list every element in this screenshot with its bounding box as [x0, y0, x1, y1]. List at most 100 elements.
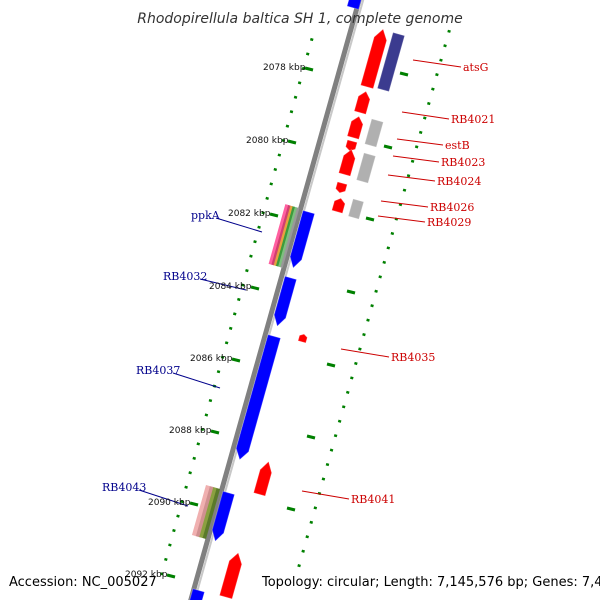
cds-ppkA-stripe — [268, 204, 289, 265]
track-tick — [326, 362, 336, 368]
gene-RB4041-edge — [253, 460, 273, 497]
gene-ppkA-body — [290, 210, 315, 268]
cds-ppkA-stripe — [270, 204, 291, 266]
kbp-label: 2084 kbp — [209, 282, 252, 292]
kbp-tick — [304, 66, 314, 72]
track-dot — [228, 326, 233, 330]
kbp-label: 2090 kbp — [148, 498, 191, 508]
track-dot — [208, 398, 213, 403]
track-dot — [196, 442, 201, 446]
track-dot — [370, 304, 374, 308]
track-dot — [172, 528, 176, 533]
track-dot — [204, 413, 209, 417]
gene-atsG-edge — [360, 28, 388, 90]
track-dot — [313, 506, 318, 510]
gene-RB4043-body — [212, 491, 235, 542]
gene-bottom-red-body — [219, 552, 242, 599]
track-dot — [333, 434, 338, 438]
leader-atsG — [412, 59, 462, 68]
gene-RB4043 — [211, 490, 236, 543]
track-dot — [237, 297, 241, 302]
gene-RB4029-body — [331, 198, 346, 214]
gene-RB4032-body — [274, 276, 297, 327]
track-dot — [273, 167, 278, 172]
cds-RB4043-stripe — [195, 485, 214, 538]
cds-ppkA-stripe — [279, 207, 300, 268]
cds-atsG — [376, 31, 406, 93]
leader-line-layer — [138, 59, 462, 507]
gene-RB4029 — [331, 197, 346, 214]
track-dot — [232, 312, 237, 316]
track-dot — [224, 341, 229, 345]
kbp-tick — [189, 501, 199, 507]
track-dot — [277, 153, 282, 157]
track-dot — [253, 240, 257, 244]
kbp-tick — [269, 212, 279, 218]
track-dot — [261, 211, 265, 215]
track-dot — [325, 462, 330, 467]
track-dot — [309, 520, 314, 524]
gene-RB4026 — [335, 181, 348, 194]
gene-RB4037-edge — [235, 334, 282, 461]
label-layer: 2078 kbp 2080 kbp 2082 kbp 2084 kbp 2086 kbp… — [102, 61, 495, 580]
gene-bottom-red — [218, 551, 243, 600]
cds-ppkA — [268, 204, 300, 268]
cds-RB4024 — [355, 152, 377, 184]
track-dot — [382, 260, 387, 264]
gene-RB4029-edge — [331, 197, 346, 214]
gene-bottom-blue — [189, 588, 206, 600]
gene-label-RB4024: RB4024 — [437, 175, 481, 188]
gene-RB4035 — [297, 333, 308, 344]
kbp-label: 2086 kbp — [190, 354, 233, 364]
gene-estB-body — [347, 116, 363, 140]
cds-RB4024-body — [356, 152, 376, 184]
gene-RB4021-body — [354, 91, 370, 115]
gene-label-RB4029: RB4029 — [427, 216, 471, 229]
cds-ppkA-stripe — [273, 205, 293, 266]
leader-RB4032 — [199, 278, 247, 291]
gene-RB4023-edge — [345, 139, 358, 152]
kbp-tick — [210, 429, 220, 435]
track-tick — [399, 71, 409, 77]
cds-RB4029 — [347, 198, 365, 220]
track-tick — [286, 506, 296, 512]
kbp-label: 2080 kbp — [246, 136, 289, 146]
gene-label-RB4035: RB4035 — [391, 351, 435, 364]
cds-RB4029-edge — [347, 198, 365, 220]
kbp-label: 2078 kbp — [263, 63, 306, 73]
track-dot — [301, 66, 306, 71]
gene-RB4026-body — [335, 181, 348, 193]
cds-estB-edge — [364, 118, 384, 148]
topology-text: Topology: circular; Length: 7,145,576 bp… — [261, 575, 600, 590]
track-dot — [341, 405, 346, 409]
gene-RB4037-body — [236, 334, 281, 460]
track-dot — [269, 182, 274, 186]
cds-ppkA-stripe — [277, 206, 298, 268]
gene-RB4043-edge — [211, 490, 236, 543]
track-dot — [160, 572, 164, 576]
backbone-line — [188, 0, 362, 600]
gene-RB4023-body — [345, 139, 358, 151]
track-dot — [168, 543, 172, 547]
track-dot — [422, 116, 427, 120]
gene-RB4023 — [345, 139, 358, 152]
track-dot — [164, 557, 168, 562]
track-dot — [354, 361, 358, 366]
cds-RB4043 — [191, 484, 221, 540]
track-dot — [257, 225, 261, 229]
cds-atsG-edge — [376, 31, 406, 93]
backbone-layer — [188, 0, 365, 600]
track-dot — [447, 29, 451, 33]
gene-RB4035-edge — [297, 333, 308, 344]
track-dot — [439, 58, 443, 62]
cds-estB — [364, 118, 384, 148]
cds-RB4024-edge — [355, 152, 377, 184]
track-dot — [374, 289, 378, 293]
gene-RB4021-edge — [353, 90, 371, 115]
gene-label-RB4021: RB4021 — [451, 113, 495, 126]
gene-RB4032-edge — [273, 275, 298, 328]
gene-RB4021 — [353, 90, 371, 115]
gene-ppkA — [289, 209, 316, 269]
gene-RB4035-body — [298, 334, 308, 343]
